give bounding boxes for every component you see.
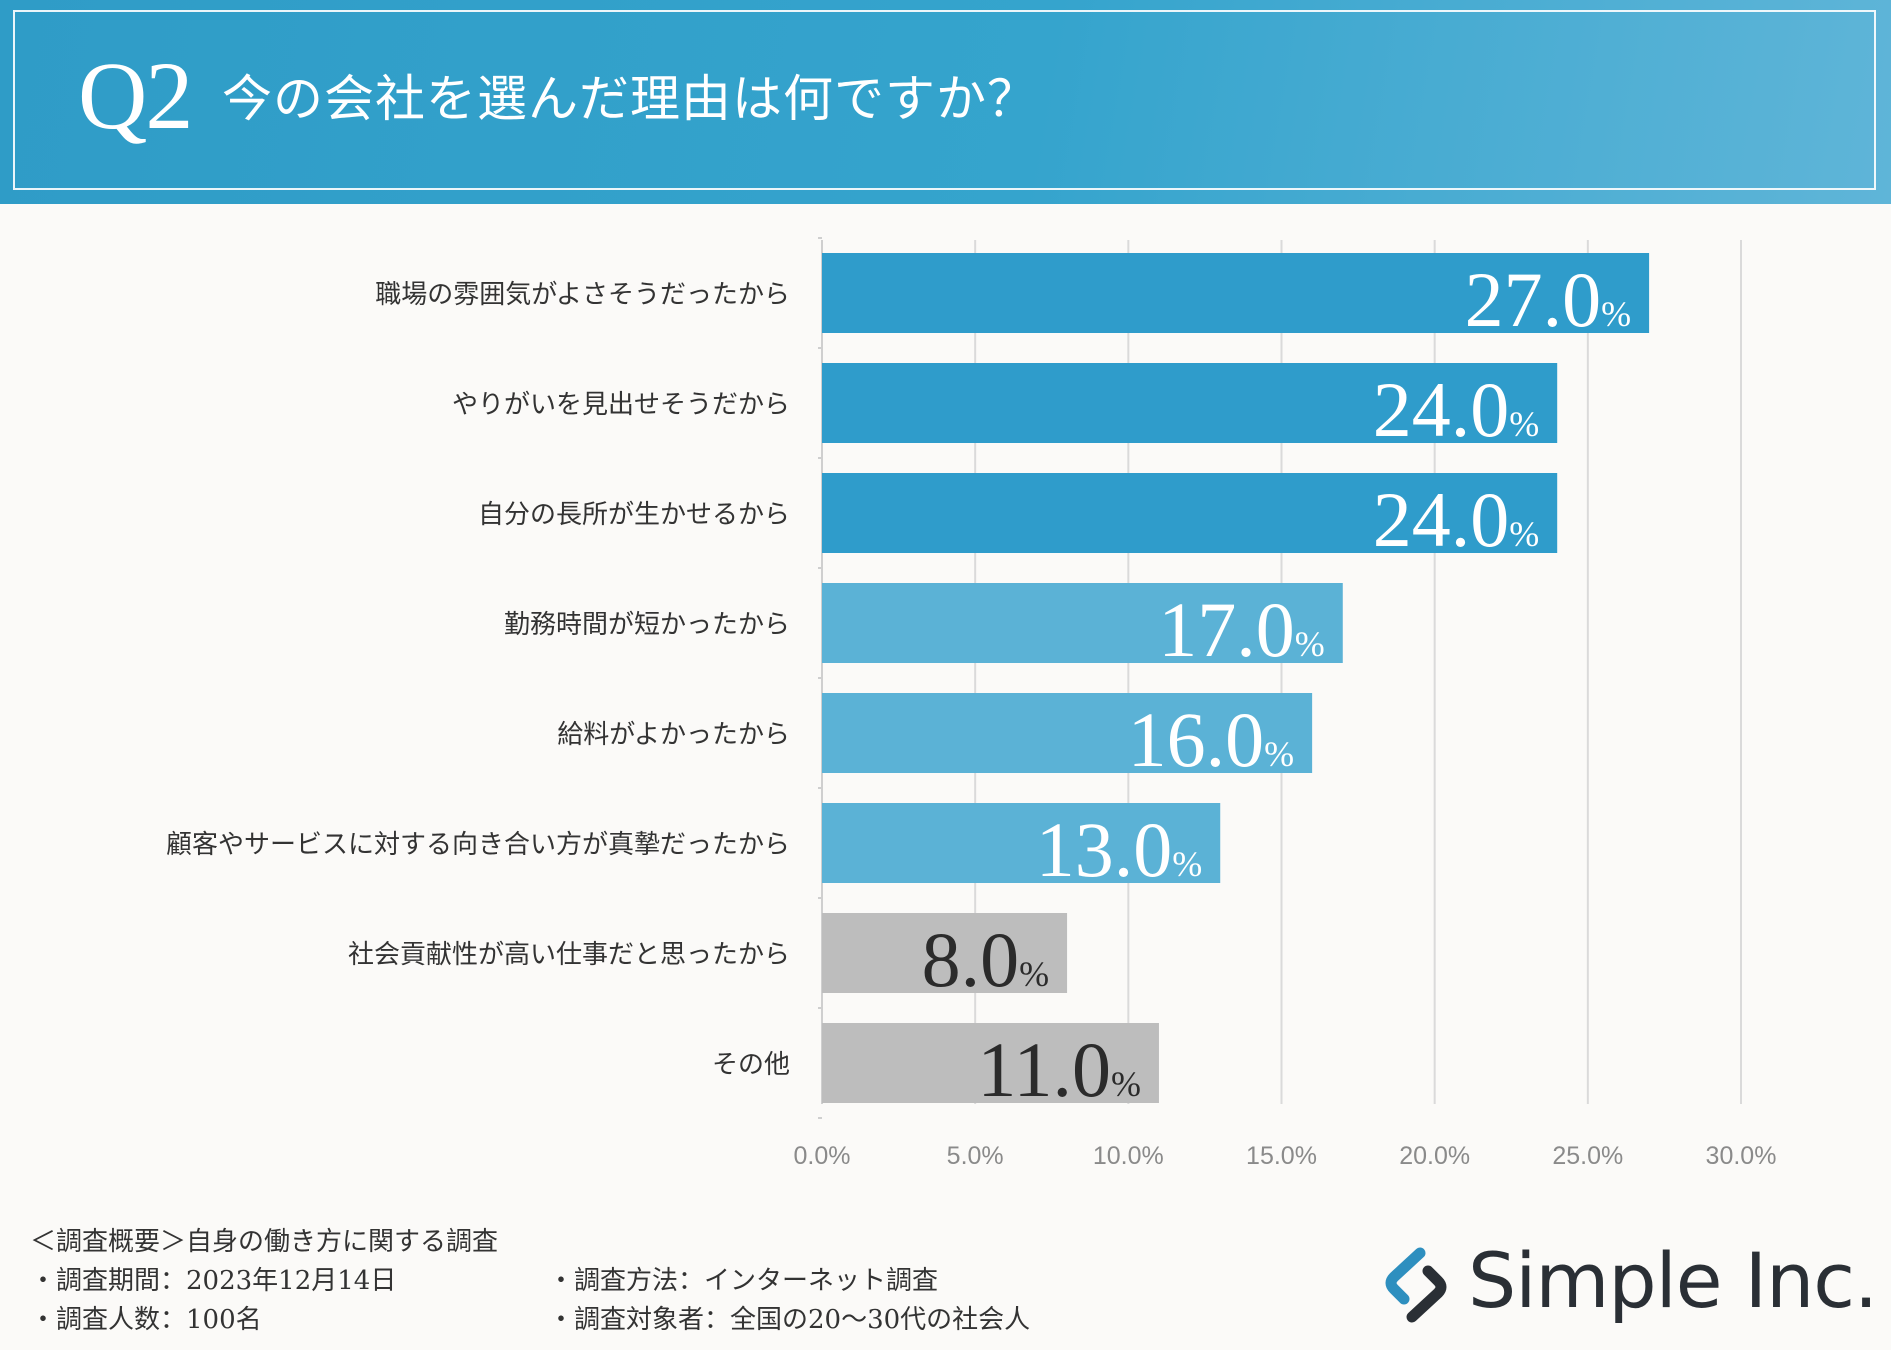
bar [822, 473, 1558, 553]
survey-period: ・調査期間：2023年12月14日 [30, 1266, 397, 1296]
category-label: その他 [712, 1050, 790, 1080]
bar [822, 803, 1221, 883]
bar-chart: 0.0% 5.0% 10.0% 15.0% 20.0% 25.0% 30.0% 職場の雰囲気が… [166, 237, 1777, 1170]
category-label: 職場の雰囲気がよさそうだったから [375, 280, 790, 310]
bar [822, 913, 1068, 993]
x-tick-label: 0.0% [794, 1142, 851, 1170]
data-label: 16.0% [1128, 696, 1295, 783]
category-label: やりがいを見出せそうだから [452, 390, 790, 420]
category-label: 給料がよかったから [557, 720, 790, 750]
header-banner: Q2 今の会社を選んだ理由は何ですか？ [0, 0, 1891, 204]
brand-name: Simple Inc. [1468, 1236, 1878, 1325]
category-label: 勤務時間が短かったから [504, 610, 790, 640]
data-label: 11.0% [977, 1026, 1141, 1113]
survey-target: ・調査対象者：全国の20〜30代の社会人 [548, 1305, 1031, 1335]
question-number: Q2 [78, 42, 193, 149]
simple-logo-icon [1385, 1247, 1447, 1323]
survey-overview: ＜調査概要＞自身の働き方に関する調査 [30, 1227, 499, 1257]
bar [822, 583, 1343, 663]
x-tick-label: 30.0% [1706, 1142, 1777, 1170]
bar [822, 253, 1650, 333]
data-label: 24.0% [1373, 366, 1540, 453]
data-label: 13.0% [1036, 806, 1203, 893]
bar [822, 693, 1313, 773]
x-tick-label: 5.0% [947, 1142, 1004, 1170]
category-label: 社会貢献性が高い仕事だと思ったから [348, 940, 790, 970]
bar [822, 1023, 1159, 1103]
data-label: 17.0% [1158, 586, 1325, 673]
category-label: 顧客やサービスに対する向き合い方が真摯だったから [166, 830, 790, 860]
x-tick-label: 10.0% [1093, 1142, 1164, 1170]
header-frame [13, 10, 1876, 190]
survey-count: ・調査人数：100名 [30, 1305, 262, 1335]
data-label: 24.0% [1373, 476, 1540, 563]
x-tick-label: 20.0% [1399, 1142, 1470, 1170]
category-label: 自分の長所が生かせるから [478, 500, 790, 530]
data-label: 27.0% [1465, 256, 1632, 343]
x-tick-label: 15.0% [1246, 1142, 1317, 1170]
survey-method: ・調査方法：インターネット調査 [548, 1266, 939, 1296]
question-title: 今の会社を選んだ理由は何ですか？ [222, 70, 1038, 128]
bar [822, 363, 1558, 443]
x-tick-label: 25.0% [1552, 1142, 1623, 1170]
data-label: 8.0% [922, 916, 1050, 1003]
